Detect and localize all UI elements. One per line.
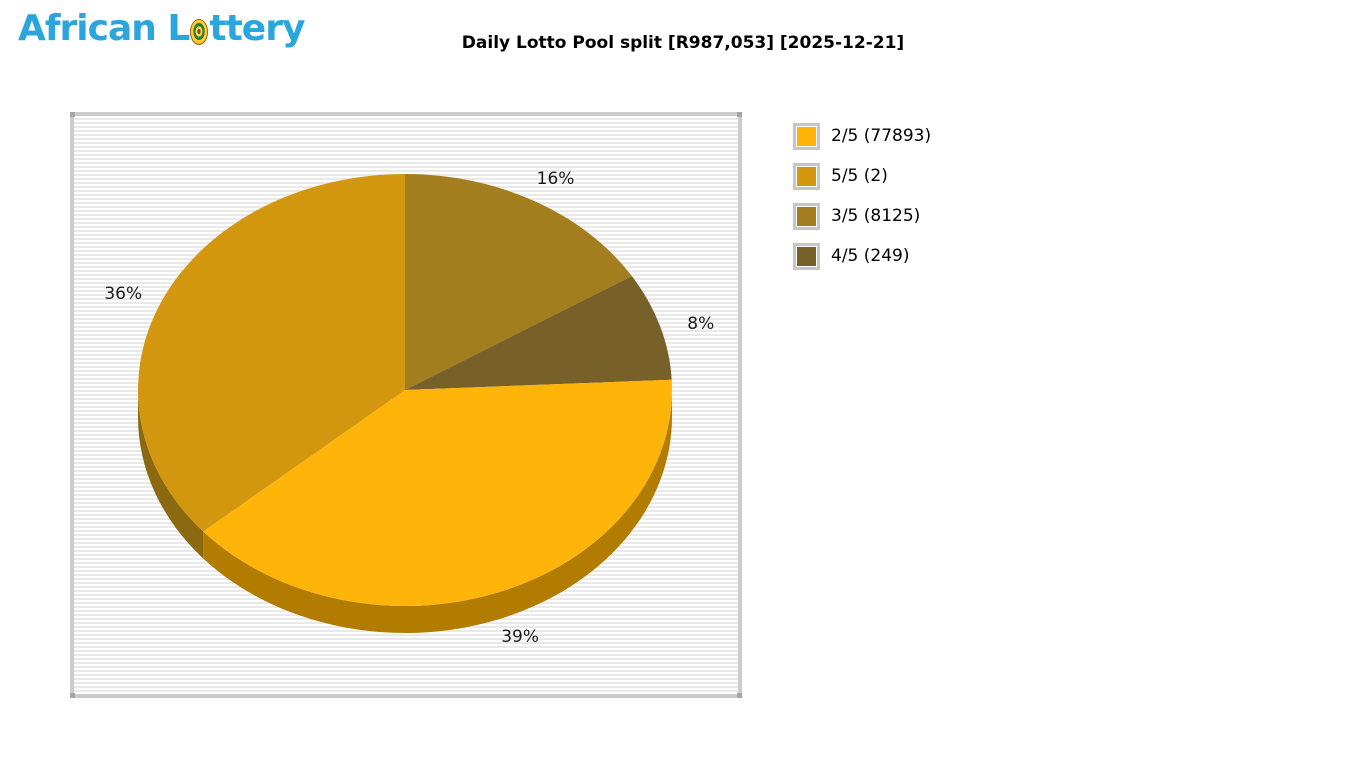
legend-item-label: 2/5 (77893) [831, 126, 932, 146]
chart-plot-area: 16% 8% 39% 36% [70, 112, 742, 698]
chart-title: Daily Lotto Pool split [R987,053] [2025-… [461, 33, 905, 53]
legend-item: 2/5 (77893) [793, 122, 931, 150]
legend-item-label: 5/5 (2) [831, 166, 888, 186]
pie-slice-3/5 [405, 174, 632, 390]
plot-border-corner [737, 693, 742, 698]
pie-slice-label-3/5: 16% [536, 169, 575, 190]
legend-color-swatch [793, 162, 820, 190]
african-lottery-logo[interactable]: African L ttery [18, 8, 305, 49]
legend-color-swatch [793, 242, 820, 270]
legend-item-label: 3/5 (8125) [831, 206, 921, 226]
lottery-ball-icon [190, 18, 209, 45]
legend-color-swatch [793, 122, 820, 150]
plot-border-corner [70, 693, 75, 698]
legend-item: 5/5 (2) [793, 162, 931, 190]
pie-slice-4/5 [405, 276, 672, 390]
pie-slice-label-4/5: 8% [687, 313, 715, 334]
plot-border-corner [70, 112, 75, 117]
logo-text-before: African L [18, 8, 190, 49]
chart-legend: 2/5 (77893) 5/5 (2) 3/5 (8125) 4/5 (249) [793, 122, 931, 282]
logo-text-after: ttery [209, 8, 305, 49]
legend-item: 4/5 (249) [793, 242, 931, 270]
pie-slice-label-2/5: 39% [501, 626, 540, 647]
pie-slice-5/5 [138, 174, 406, 532]
pie-slice-side-5/5 [138, 390, 204, 559]
pie-chart-container: 16% 8% 39% 36% [74, 116, 738, 694]
legend-color-swatch [793, 202, 820, 230]
pie-slice-label-5/5: 36% [104, 283, 143, 304]
pie-chart-svg [138, 174, 673, 633]
legend-item: 3/5 (8125) [793, 202, 931, 230]
plot-border-corner [737, 112, 742, 117]
pie-slice-side-2/5 [203, 390, 673, 633]
legend-item-label: 4/5 (249) [831, 246, 910, 266]
pie-slice-2/5 [203, 379, 672, 606]
